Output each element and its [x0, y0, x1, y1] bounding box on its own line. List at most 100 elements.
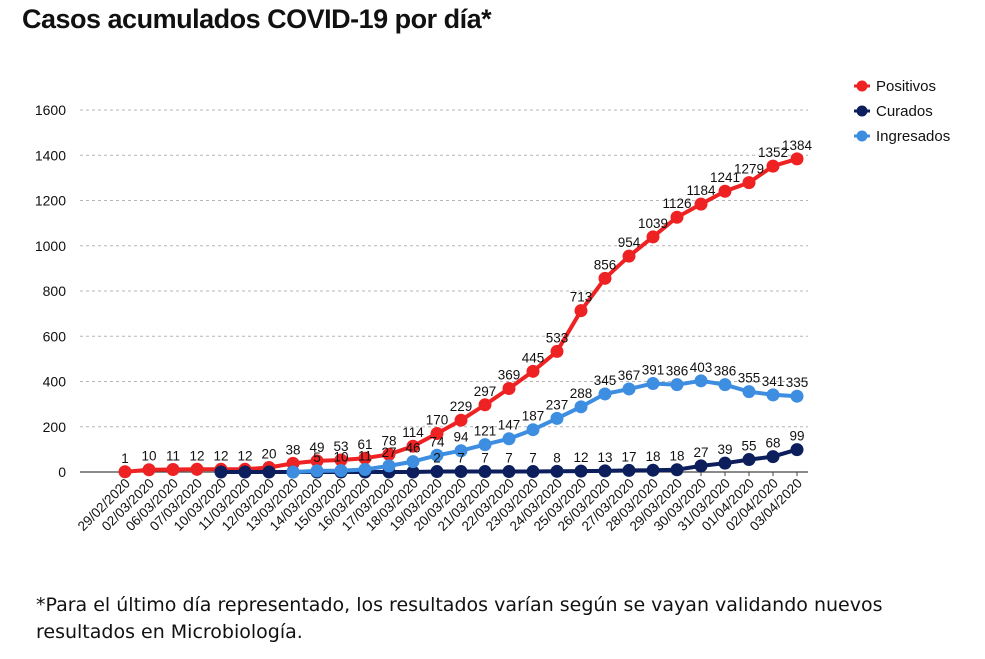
data-label-ingresados: 341 [762, 374, 785, 389]
data-label-ingresados: 5 [313, 450, 321, 465]
y-tick-label: 1200 [35, 193, 66, 209]
data-point-curados [550, 464, 564, 478]
data-label-positivos: 170 [426, 413, 449, 428]
data-label-curados: 18 [669, 449, 684, 464]
data-point-ingresados [646, 377, 660, 391]
data-label-positivos: 1039 [638, 216, 668, 231]
y-tick-label: 200 [43, 419, 67, 435]
data-label-curados: 13 [597, 450, 612, 465]
data-point-positivos [670, 210, 684, 224]
data-point-positivos [718, 184, 732, 198]
data-point-curados [454, 465, 468, 479]
data-label-curados: 68 [765, 436, 780, 451]
data-point-ingresados [502, 432, 516, 446]
data-label-positivos: 12 [213, 448, 228, 463]
data-label-curados: 55 [741, 439, 756, 454]
data-label-positivos: 533 [546, 330, 569, 345]
data-label-positivos: 369 [498, 368, 521, 383]
data-point-curados [598, 464, 612, 478]
data-label-curados: 12 [573, 450, 588, 465]
data-labels: 1 10 11 12 12 12 20 38 49 53 61 78 11417022929736944… [121, 138, 812, 466]
data-label-curados: 7 [457, 451, 465, 466]
data-label-ingresados: 386 [714, 364, 737, 379]
data-point-curados [646, 463, 660, 477]
data-point-positivos [382, 447, 396, 461]
data-point-curados [502, 465, 516, 479]
data-point-curados [430, 465, 444, 479]
data-point-positivos [766, 159, 780, 173]
data-label-positivos: 12 [189, 448, 204, 463]
data-label-positivos: 229 [450, 399, 473, 414]
data-point-curados [406, 465, 420, 479]
data-point-positivos [454, 413, 468, 427]
data-label-ingresados: 345 [594, 373, 617, 388]
y-tick-label: 1400 [35, 147, 66, 163]
data-label-curados: 17 [621, 449, 636, 464]
data-point-positivos [598, 271, 612, 285]
data-label-positivos: 954 [618, 235, 641, 250]
data-label-positivos: 20 [261, 446, 276, 461]
data-label-positivos: 11 [166, 449, 180, 464]
data-label-ingresados: 27 [381, 445, 396, 460]
data-label-curados: 18 [645, 449, 660, 464]
data-label-positivos: 445 [522, 350, 545, 365]
data-point-curados [214, 465, 228, 479]
data-point-positivos [310, 454, 324, 468]
data-point-curados [526, 465, 540, 479]
legend-swatch-marker [856, 80, 868, 92]
data-point-positivos [742, 176, 756, 190]
data-point-curados [622, 463, 636, 477]
data-point-ingresados [478, 438, 492, 452]
legend-label: Curados [876, 103, 933, 120]
data-point-ingresados [334, 464, 348, 478]
data-point-ingresados [382, 459, 396, 473]
data-point-curados [238, 465, 252, 479]
data-point-positivos [790, 152, 804, 166]
data-point-ingresados [430, 448, 444, 462]
data-label-ingresados: 403 [690, 360, 713, 375]
data-label-positivos: 1279 [734, 162, 764, 177]
data-point-positivos [622, 249, 636, 263]
series-group [118, 152, 804, 479]
data-label-positivos: 10 [141, 449, 156, 464]
data-point-positivos [550, 344, 564, 358]
data-label-positivos: 38 [285, 442, 300, 457]
data-label-curados: 39 [717, 442, 732, 457]
y-tick-label: 800 [43, 283, 67, 299]
data-label-ingresados: 94 [453, 430, 469, 445]
data-point-positivos [694, 197, 708, 211]
data-point-positivos [142, 463, 156, 477]
data-label-ingresados: 147 [498, 418, 521, 433]
data-point-ingresados [574, 400, 588, 414]
data-point-curados [670, 463, 684, 477]
data-label-positivos: 61 [357, 437, 372, 452]
data-label-positivos: 1 [121, 451, 129, 466]
data-point-ingresados [694, 374, 708, 388]
data-point-positivos [406, 439, 420, 453]
data-label-ingresados: 288 [570, 386, 593, 401]
data-label-positivos: 78 [381, 433, 396, 448]
data-label-positivos: 53 [333, 439, 348, 454]
data-label-ingresados: 367 [618, 368, 641, 383]
legend: Positivos Curados Ingresados [854, 78, 950, 145]
data-point-positivos [118, 465, 132, 479]
data-point-curados [694, 459, 708, 473]
data-point-ingresados [622, 382, 636, 396]
data-label-positivos: 49 [309, 440, 324, 455]
y-tick-label: 600 [43, 328, 67, 344]
data-point-positivos [430, 427, 444, 441]
data-label-positivos: 114 [402, 425, 424, 440]
data-label-ingresados: 335 [786, 375, 809, 390]
y-tick-label: 400 [43, 374, 67, 390]
data-label-positivos: 297 [474, 384, 497, 399]
data-point-ingresados [790, 389, 804, 403]
x-axis: 29/02/202002/03/202006/03/202007/03/2020… [75, 471, 808, 534]
data-point-curados [766, 450, 780, 464]
y-tick-label: 0 [58, 464, 66, 480]
data-point-positivos [646, 230, 660, 244]
data-point-curados [742, 453, 756, 467]
data-label-ingresados: 11 [358, 449, 372, 464]
chart-title: Casos acumulados COVID-19 por día* [22, 4, 492, 34]
data-point-positivos [190, 462, 204, 476]
data-label-positivos: 1352 [758, 145, 788, 160]
